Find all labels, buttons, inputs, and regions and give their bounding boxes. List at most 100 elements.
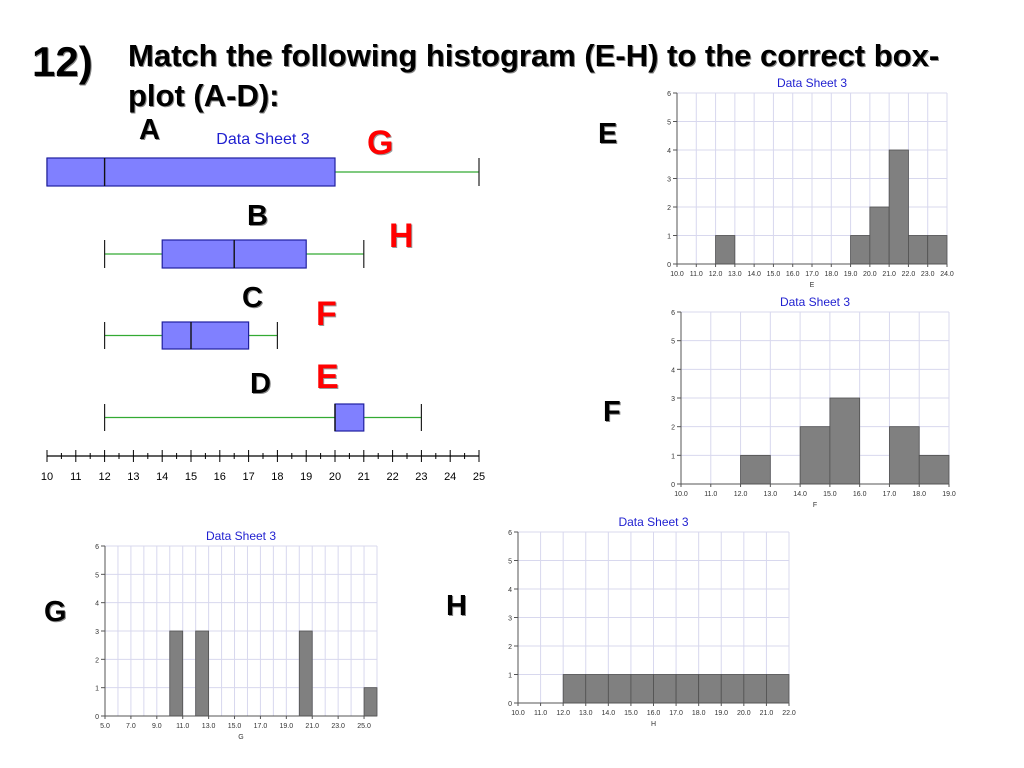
hist-e-y-tick-label: 4 — [667, 148, 671, 155]
boxplot-x-tick-label: 21 — [358, 471, 370, 483]
hist-h-bar — [698, 674, 722, 704]
hist-h-y-tick-label: 1 — [508, 673, 512, 680]
hist-h-x-tick-label: 17.0 — [669, 710, 683, 717]
answer-a: G — [367, 124, 394, 162]
answer-d: E — [316, 358, 339, 396]
boxplot-chart: Data Sheet 3 10 11 12 13 14 15 16 17 18 19 20 21 22 23… — [41, 131, 485, 483]
hist-h-bar — [675, 674, 700, 704]
hist-h-bar — [585, 674, 609, 704]
boxplot-x-tick-label: 16 — [214, 471, 226, 483]
hist-e-x-tick-label: 19.0 — [844, 271, 858, 278]
boxplot-x-tick-label: 14 — [156, 471, 168, 483]
hist-e-x-tick-label: 16.0 — [786, 271, 800, 278]
hist-e-bar — [869, 206, 890, 265]
boxplot-x-tick-label: 12 — [98, 471, 110, 483]
hist-f-x-tick-label: 14.0 — [793, 491, 807, 498]
hist-e-bar — [850, 235, 871, 265]
boxplot-x-tick-label: 23 — [415, 471, 427, 483]
hist-e-x-tick-label: 14.0 — [747, 271, 761, 278]
hist-h-x-tick-label: 14.0 — [602, 710, 616, 717]
hist-h-bar — [653, 674, 677, 704]
boxplot-x-tick-label: 25 — [473, 471, 485, 483]
hist-g-y-tick-label: 5 — [95, 572, 99, 579]
hist-f-x-tick-label: 13.0 — [764, 491, 778, 498]
hist-f-title: Data Sheet 3 — [780, 295, 850, 309]
hist-h-y-tick-label: 2 — [508, 644, 512, 651]
histogram-letter-e: E — [598, 118, 618, 150]
hist-e-x-tick-label: 13.0 — [728, 271, 742, 278]
boxplot-x-tick-label: 18 — [271, 471, 283, 483]
hist-f-x-tick-label: 11.0 — [704, 491, 717, 498]
hist-g-x-tick-label: 25.0 — [357, 723, 371, 730]
hist-h-x-tick-label: 11.0 — [534, 710, 547, 717]
hist-g-x-tick-label: 7.0 — [126, 723, 136, 730]
hist-h-x-tick-label: 18.0 — [692, 710, 706, 717]
hist-f-x-axis-label: F — [813, 502, 817, 509]
hist-h-title: Data Sheet 3 — [618, 515, 688, 529]
hist-h-x-tick-label: 21.0 — [760, 710, 774, 717]
hist-f-x-tick-label: 18.0 — [912, 491, 926, 498]
hist-h-x-tick-label: 15.0 — [624, 710, 638, 717]
boxplot-c-box — [161, 321, 250, 350]
hist-g-y-tick-label: 2 — [95, 657, 99, 664]
hist-f-bar — [829, 397, 861, 485]
hist-g-bar — [363, 687, 378, 717]
hist-g-x-axis-label: G — [238, 734, 243, 741]
hist-e-x-tick-label: 10.0 — [670, 271, 684, 278]
hist-f-x-tick-label: 17.0 — [883, 491, 897, 498]
hist-e-y-tick-label: 3 — [667, 177, 671, 184]
answer-c: F — [316, 295, 337, 333]
hist-f-y-tick-label: 4 — [671, 367, 675, 374]
boxplot-a-box — [46, 157, 336, 187]
histogram-f: 0 1 2 3 4 5 6 10.0 11.0 12.0 13.0 14.0 15.0 16.0 17.0 1… — [671, 295, 956, 509]
hist-e-x-tick-label: 18.0 — [824, 271, 838, 278]
hist-f-y-tick-label: 1 — [671, 453, 675, 460]
hist-e-bar — [908, 235, 929, 265]
boxplot-letter-a: A — [139, 114, 160, 146]
hist-h-y-tick-label: 4 — [508, 587, 512, 594]
histogram-letter-h: H — [446, 590, 467, 622]
hist-g-bar — [195, 630, 210, 717]
hist-h-bar — [743, 674, 767, 704]
hist-h-bar — [562, 674, 587, 704]
hist-e-y-tick-label: 1 — [667, 234, 671, 241]
hist-g-x-tick-label: 11.0 — [176, 723, 189, 730]
boxplot-x-tick-label: 17 — [242, 471, 254, 483]
histogram-e: 0 1 2 3 4 5 6 10.0 11.0 12.0 13.0 14.0 15.0 16.0 17.0 1… — [667, 76, 954, 289]
question-text: Match the following histogram (E-H) to t… — [128, 38, 940, 113]
hist-g-x-tick-label: 5.0 — [100, 723, 110, 730]
hist-e-bar — [715, 235, 736, 265]
answer-b: H — [389, 217, 414, 255]
hist-e-x-tick-label: 17.0 — [805, 271, 819, 278]
boxplot-letter-c: C — [242, 282, 263, 314]
hist-f-x-tick-label: 19.0 — [942, 491, 956, 498]
hist-e-x-tick-label: 20.0 — [863, 271, 877, 278]
boxplot-x-tick-label: 11 — [70, 471, 81, 483]
boxplot-x-tick-label: 19 — [300, 471, 312, 483]
hist-g-y-tick-label: 6 — [95, 544, 99, 551]
histogram-g: 0 1 2 3 4 5 6 5.0 7.0 9.0 11.0 13.0 15.0 17.0 19.0 21.0… — [95, 529, 378, 741]
hist-g-bar — [169, 630, 184, 717]
hist-e-x-axis-label: E — [810, 282, 815, 289]
hist-g-title: Data Sheet 3 — [206, 529, 276, 543]
hist-h-bar — [630, 674, 654, 704]
hist-e-y-tick-label: 5 — [667, 120, 671, 127]
hist-e-y-tick-label: 6 — [667, 91, 671, 98]
hist-f-bar — [889, 426, 920, 485]
hist-g-x-tick-label: 13.0 — [202, 723, 216, 730]
boxplot-x-tick-label: 24 — [444, 471, 456, 483]
hist-f-x-tick-label: 12.0 — [734, 491, 748, 498]
hist-g-x-tick-label: 21.0 — [305, 723, 319, 730]
hist-h-bar — [607, 674, 632, 704]
hist-e-y-tick-label: 0 — [667, 262, 671, 269]
hist-e-x-tick-label: 15.0 — [767, 271, 781, 278]
boxplot-d-box — [334, 403, 365, 432]
boxplot-x-tick-label: 15 — [185, 471, 197, 483]
hist-h-x-tick-label: 19.0 — [714, 710, 728, 717]
boxplot-x-tick-label: 10 — [41, 471, 53, 483]
hist-f-y-tick-label: 6 — [671, 310, 675, 317]
hist-f-y-tick-label: 2 — [671, 425, 675, 432]
hist-g-y-tick-label: 4 — [95, 601, 99, 608]
hist-h-x-tick-label: 16.0 — [647, 710, 661, 717]
histogram-letter-g: G — [44, 596, 67, 628]
